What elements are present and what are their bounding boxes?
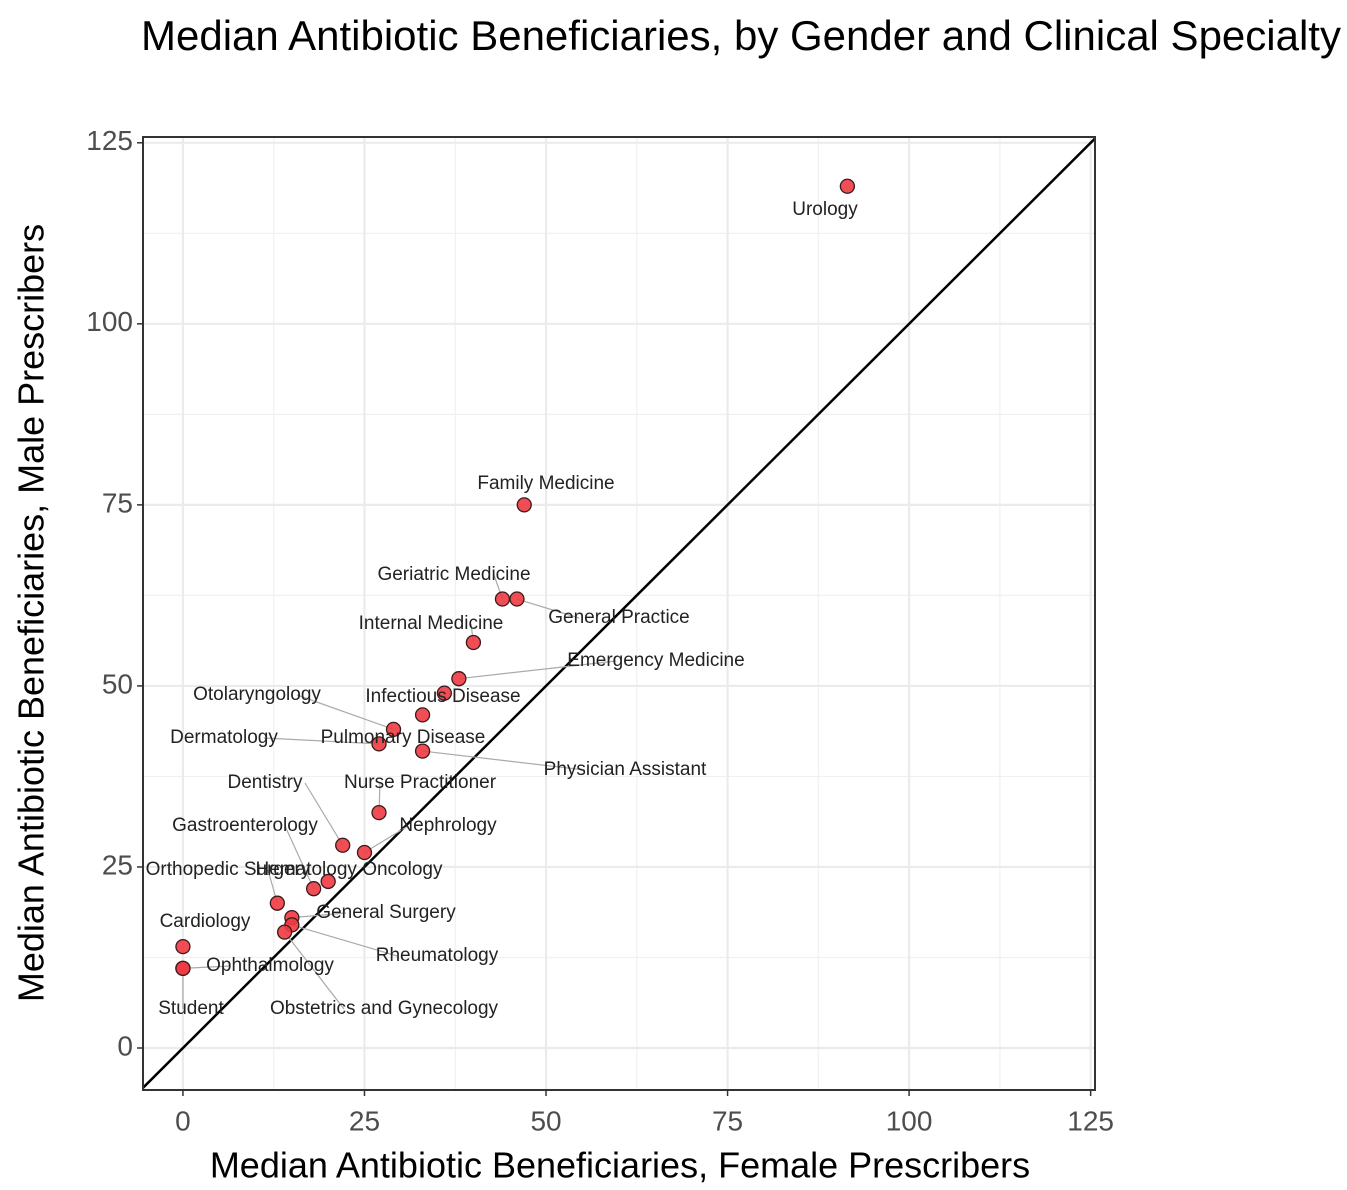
identity-line	[143, 137, 1095, 1090]
label-connector	[296, 694, 394, 730]
label-connector	[284, 825, 315, 889]
x-tick-label: 0	[175, 1105, 191, 1136]
y-tick-label: 25	[102, 849, 133, 880]
point-label: Rheumatology	[376, 945, 499, 966]
point-label: Dermatology	[170, 727, 278, 748]
point-label: Ophthalmology	[206, 955, 334, 976]
chart-title: Median Antibiotic Beneficiaries, by Gend…	[141, 12, 1341, 59]
point	[451, 671, 467, 687]
point-label: Family Medicine	[477, 473, 614, 494]
point-label: Pulmonary Disease	[321, 727, 486, 748]
point-label: Infectious Disease	[365, 686, 520, 707]
point	[335, 837, 351, 853]
point-label: General Surgery	[316, 902, 456, 923]
point	[385, 721, 402, 738]
label-connector	[516, 598, 580, 619]
y-tick-label: 75	[102, 487, 133, 518]
label-connector	[458, 660, 617, 680]
x-tick-label: 25	[349, 1105, 380, 1136]
point-label: Urology	[792, 199, 858, 220]
point	[414, 707, 431, 723]
point-label: Obstetrics and Gynecology	[270, 998, 499, 1019]
y-tick-label: 50	[102, 668, 133, 699]
y-tick-label: 100	[86, 306, 133, 337]
point-label: Otolaryngology	[193, 684, 321, 705]
x-tick-label: 125	[1067, 1105, 1114, 1136]
point	[494, 591, 511, 607]
point-label: Internal Medicine	[359, 613, 504, 634]
point	[269, 895, 285, 911]
point	[175, 960, 191, 976]
point	[320, 873, 336, 890]
point-label: Dentistry	[228, 772, 303, 793]
point-label: Student	[158, 998, 224, 1019]
point-label: Gastroenterology	[172, 815, 318, 836]
label-connector	[422, 750, 586, 771]
y-tick-label: 125	[86, 125, 133, 156]
point-label: Physician Assistant	[544, 759, 707, 780]
x-tick-label: 100	[886, 1105, 933, 1136]
point	[356, 844, 373, 861]
label-connector	[364, 825, 409, 853]
label-connector	[263, 737, 380, 745]
point	[371, 804, 387, 821]
x-axis-title: Median Antibiotic Beneficiaries, Female …	[210, 1145, 1030, 1186]
point-label: Geriatric Medicine	[377, 564, 530, 585]
x-tick-label: 50	[530, 1105, 561, 1136]
point-label: Emergency Medicine	[567, 650, 744, 671]
point	[305, 881, 322, 897]
point-label: Nurse Practitioner	[344, 772, 497, 793]
point-label: General Practice	[548, 607, 690, 628]
point	[436, 685, 453, 701]
point	[839, 178, 856, 194]
point	[371, 736, 387, 752]
point-label: Nephrology	[399, 815, 497, 836]
y-axis-title: Median Antibiotic Beneficiaries, Male Pr…	[11, 224, 52, 1002]
y-tick-label: 0	[117, 1030, 133, 1061]
label-connector	[182, 965, 231, 969]
point	[465, 634, 482, 651]
label-connector	[291, 924, 398, 957]
point	[175, 938, 191, 955]
point	[509, 591, 525, 607]
label-connector	[304, 782, 344, 846]
point	[414, 743, 431, 759]
point	[276, 924, 293, 940]
x-tick-label: 75	[712, 1105, 743, 1136]
panel-border	[142, 136, 1096, 1091]
point-label: Cardiology	[160, 911, 251, 932]
point-label: Orthopedic Surgery	[146, 859, 311, 880]
point-label: Hematology Oncology	[256, 859, 443, 880]
label-connector	[291, 912, 347, 919]
point	[516, 497, 532, 513]
label-connector	[284, 931, 345, 1010]
